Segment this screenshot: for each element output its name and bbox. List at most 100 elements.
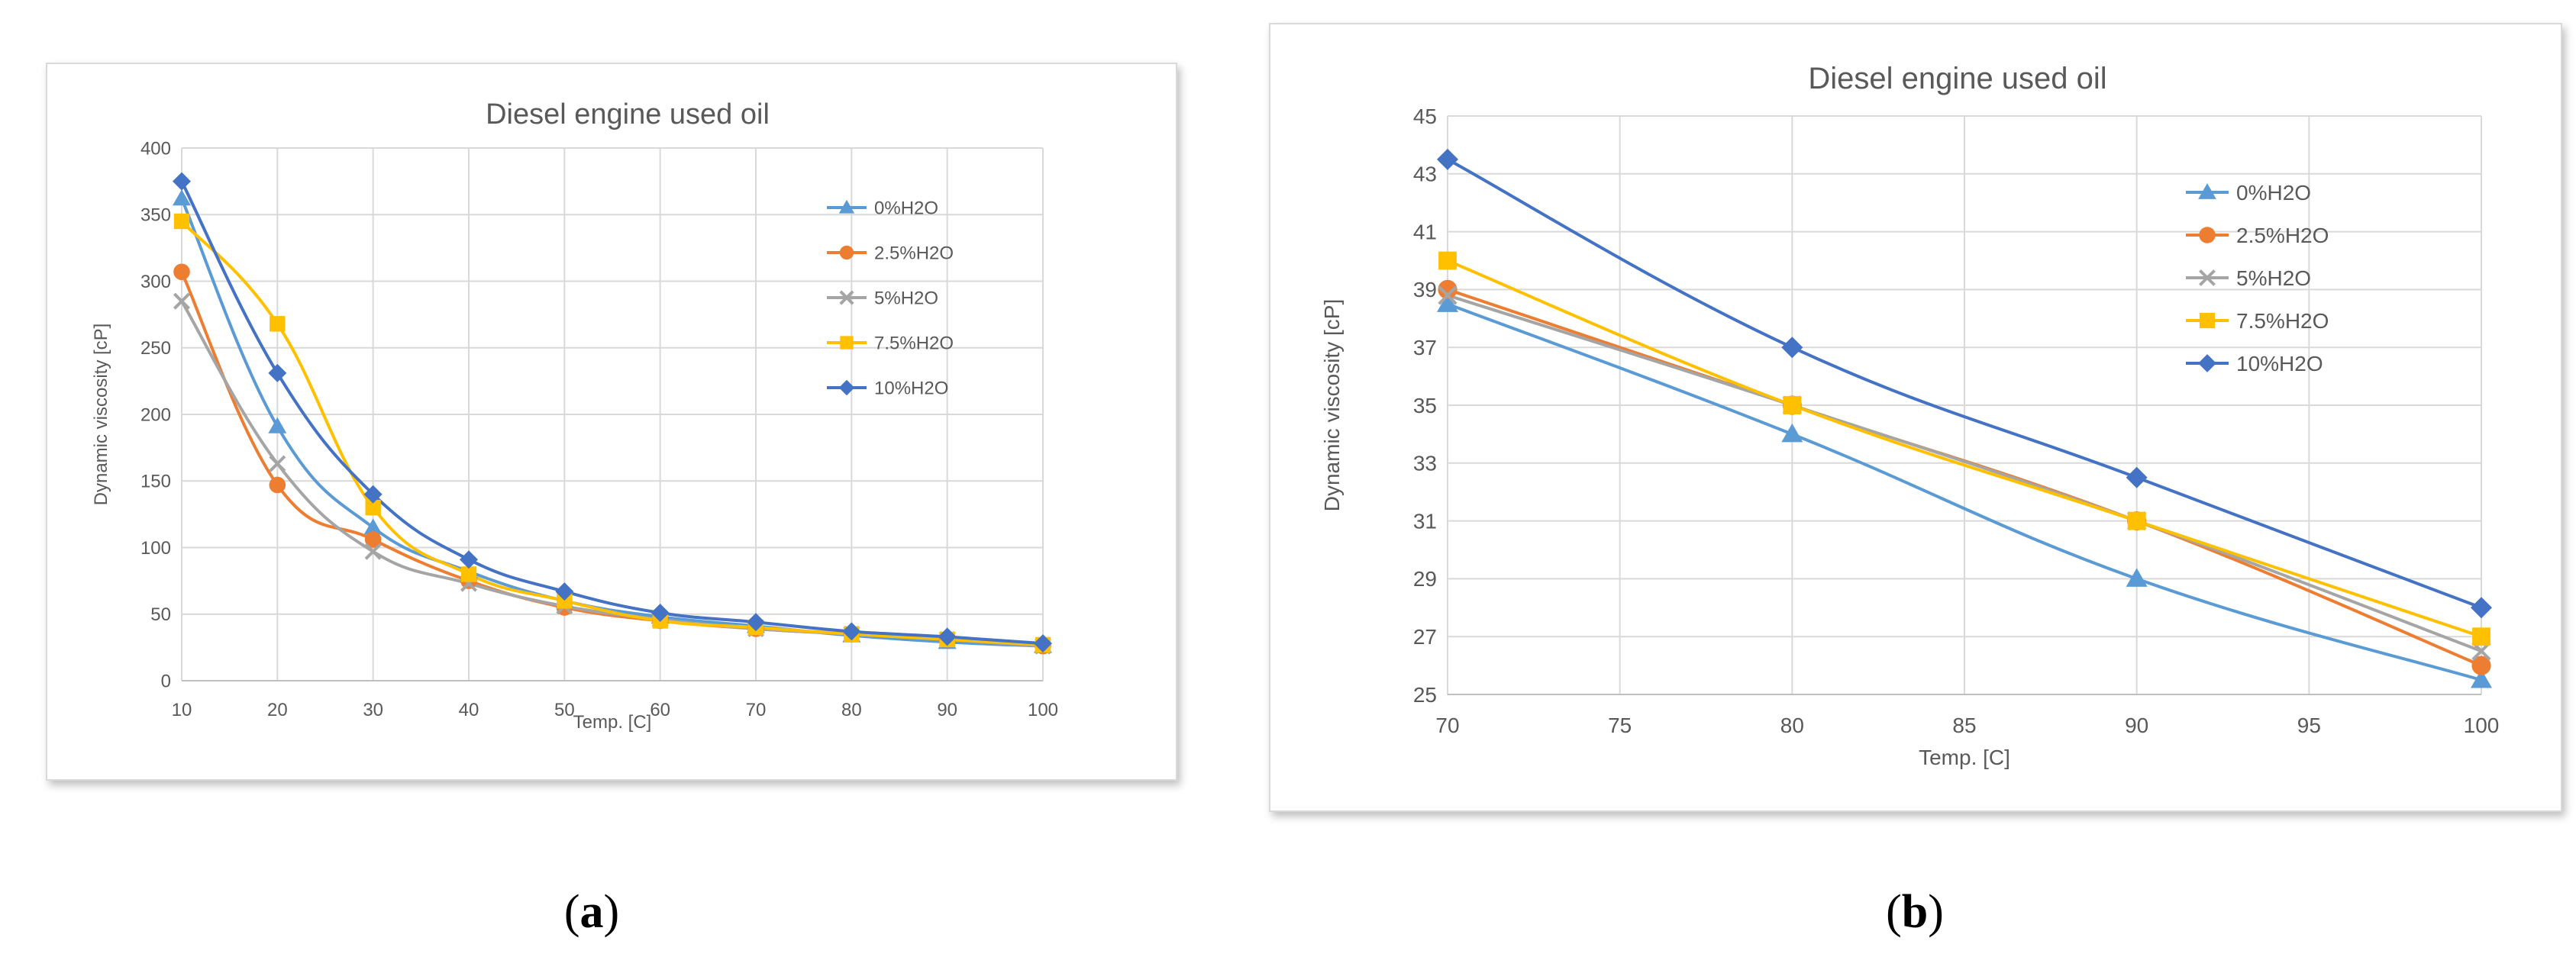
chart-a-xtick-label-2: 30 — [363, 700, 383, 720]
chart-b-series-3-point-0 — [1438, 251, 1457, 270]
chart-a-ylabel: Dynamic viscosity [cP] — [91, 324, 111, 506]
chart-b-xtick-label-0: 70 — [1435, 714, 1459, 737]
chart-b-series-line-0 — [1447, 302, 2482, 681]
chart-a-ytick-label-4: 200 — [140, 404, 171, 425]
chart-b-series-line-4 — [1447, 158, 2482, 610]
chart-a-series-1-point-2 — [364, 531, 382, 548]
caption-b-open: ( — [1886, 886, 1902, 938]
chart-a-ytick-label-7: 350 — [140, 205, 171, 226]
chart-a-series-line-4 — [180, 180, 1044, 646]
chart-a-title: Diesel engine used oil — [486, 98, 770, 130]
chart-b-xtick-label-2: 80 — [1780, 714, 1804, 737]
chart-a-xtick-label-7: 80 — [841, 700, 862, 720]
chart-a-series-4-point-8 — [938, 627, 957, 646]
chart-b-xlabel: Temp. [C] — [1919, 746, 2010, 769]
chart-a-series-1-point-0 — [173, 263, 190, 281]
chart-a-series-4-point-3 — [460, 550, 478, 569]
chart-b-ytick-label-8: 41 — [1413, 220, 1437, 243]
chart-a-legend-label-1: 2.5%H2O — [874, 243, 954, 263]
chart-b-series-0-point-1 — [1781, 423, 1803, 443]
chart-a-legend-label-0: 0%H2O — [874, 198, 938, 218]
chart-a-legend-label-3: 7.5%H2O — [874, 333, 954, 353]
chart-a-series-4-point-6 — [747, 613, 765, 632]
chart-a-xtick-label-0: 10 — [172, 700, 192, 720]
chart-b-xtick-label-1: 75 — [1608, 714, 1632, 737]
chart-b-series-4-point-1 — [1781, 337, 1803, 359]
caption-a-close: ) — [603, 886, 620, 938]
chart-b-series-line-3 — [1447, 259, 2482, 639]
chart-b-legend-label-4: 10%H2O — [2236, 352, 2323, 375]
chart-panel-b: 25 27 29 31 33 35 37 39 41 43 45 70 75 80 85 90 95 100 Die… — [1269, 23, 2562, 812]
chart-b-legend-label-0: 0%H2O — [2236, 181, 2311, 205]
chart-b-legend-marker-0 — [2198, 183, 2216, 199]
chart-b-series-3-point-3 — [2472, 627, 2490, 646]
caption-a: (a) — [564, 885, 619, 939]
chart-b-legend-marker-1 — [2199, 227, 2216, 243]
chart-a-series-4-point-2 — [363, 485, 383, 504]
chart-a-series-3-point-0 — [173, 213, 190, 230]
chart-a-xtick-label-3: 40 — [459, 700, 479, 720]
chart-b-series-0-point-0 — [1437, 293, 1458, 312]
chart-b-series-0-point-3 — [2471, 669, 2492, 688]
chart-a-series-4-point-5 — [650, 604, 670, 623]
chart-a-xtick-label-9: 100 — [1028, 700, 1058, 720]
chart-b-xtick-label-3: 85 — [1952, 714, 1976, 737]
chart-a-series-3-point-3 — [460, 566, 477, 582]
chart-a-xtick-label-5: 60 — [650, 700, 670, 720]
chart-panel-a: 0 50 100 150 200 250 300 350 400 10 20 30 40 50 60 70 80… — [46, 63, 1177, 781]
chart-b-legend-label-1: 2.5%H2O — [2236, 224, 2329, 247]
chart-a-series-3-point-1 — [270, 316, 286, 332]
chart-b-series-3-point-1 — [1783, 396, 1802, 414]
chart-a-ytick-label-6: 300 — [140, 272, 171, 292]
chart-b-series-4-point-2 — [2126, 466, 2148, 488]
chart-a-series-2-point-2 — [364, 543, 382, 560]
chart-a-xlabel: Temp. [C] — [573, 712, 652, 733]
chart-a-legend-marker-0 — [838, 199, 855, 214]
chart-b-series-1-point-3 — [2471, 656, 2491, 675]
chart-b-svg: 25 27 29 31 33 35 37 39 41 43 45 70 75 80 85 90 95 100 Die… — [1320, 62, 2499, 769]
chart-a-ytick-label-5: 250 — [140, 338, 171, 359]
chart-b-series-line-2 — [1447, 294, 2482, 653]
chart-b-ytick-label-6: 37 — [1413, 336, 1437, 359]
chart-b-ytick-label-7: 39 — [1413, 278, 1437, 301]
chart-a-series-4-point-9 — [1034, 634, 1052, 653]
chart-a-series-2-point-0 — [173, 292, 191, 310]
chart-a-legend-marker-4 — [838, 379, 855, 396]
caption-b-letter: b — [1901, 886, 1929, 938]
chart-b-xtick-label-4: 90 — [2125, 714, 2148, 737]
chart-b-legend-label-3: 7.5%H2O — [2236, 309, 2329, 333]
chart-b-ytick-label-1: 27 — [1413, 625, 1437, 649]
chart-a-ytick-label-8: 400 — [140, 138, 171, 159]
chart-a-series-0-point-2 — [363, 518, 383, 535]
chart-a-series-1-point-1 — [269, 476, 286, 494]
chart-a-xtick-label-4: 50 — [554, 700, 575, 720]
chart-a-xtick-label-6: 70 — [746, 700, 767, 720]
chart-a-xtick-label-1: 20 — [267, 700, 288, 720]
chart-a-legend-marker-1 — [839, 245, 854, 260]
chart-a-series-line-3 — [180, 220, 1044, 646]
chart-b-ylabel: Dynamic viscosity [cP] — [1320, 299, 1344, 512]
chart-b-series-4-point-3 — [2471, 597, 2492, 619]
chart-a-ytick-label-3: 150 — [140, 472, 171, 492]
chart-a-series-0-point-0 — [173, 189, 191, 206]
chart-b-ytick-label-4: 33 — [1413, 452, 1437, 475]
chart-a-svg: 0 50 100 150 200 250 300 350 400 10 20 30 40 50 60 70 80… — [91, 98, 1058, 733]
chart-b-series-4-point-0 — [1437, 148, 1458, 170]
chart-a-xtick-label-8: 90 — [937, 700, 957, 720]
caption-a-letter: a — [579, 886, 604, 938]
chart-a-legend-label-4: 10%H2O — [874, 378, 948, 398]
chart-b-series-1-point-0 — [1438, 279, 1457, 299]
chart-b-xtick-label-5: 95 — [2297, 714, 2321, 737]
chart-b-ytick-label-3: 31 — [1413, 509, 1437, 533]
chart-a-series-0-point-1 — [268, 417, 287, 433]
chart-b-legend-label-2: 5%H2O — [2236, 266, 2311, 290]
chart-b-series-0-point-2 — [2126, 568, 2148, 587]
chart-a-ytick-label-0: 0 — [161, 671, 171, 691]
chart-a-series-4-point-0 — [173, 172, 191, 191]
chart-b-ytick-label-5: 35 — [1413, 394, 1437, 417]
chart-a-series-4-point-1 — [268, 363, 287, 382]
chart-b-series-2-point-0 — [1438, 285, 1457, 305]
chart-b-series-3-point-2 — [2127, 511, 2146, 530]
chart-a-ytick-label-2: 100 — [140, 538, 171, 559]
chart-a-ytick-label-1: 50 — [150, 604, 171, 625]
